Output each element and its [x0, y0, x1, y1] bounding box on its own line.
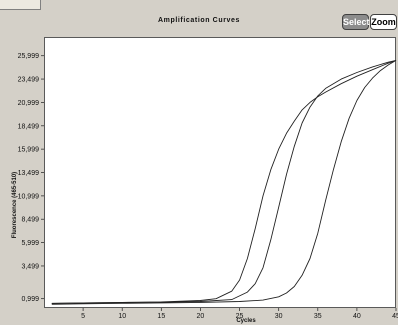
y-tick-label: 10,999: [18, 193, 40, 200]
y-tick-label: 23,499: [18, 77, 40, 84]
y-axis: 0,999 3,499 5,999 8,499 10,999 13,499 15,999 18…: [18, 53, 44, 303]
curves-group: [51, 59, 397, 305]
x-tick-label: 45: [392, 313, 398, 320]
x-tick-label: 15: [157, 313, 165, 320]
x-tick-label: 10: [118, 313, 126, 320]
x-axis-label: Cycles: [236, 318, 256, 324]
amplification-curve-3: [51, 60, 397, 305]
y-tick-label: 0,999: [21, 296, 39, 303]
x-tick-label: 20: [197, 313, 205, 320]
y-tick-label: 18,499: [18, 123, 40, 130]
y-axis-label: Fluorescence (465-510): [12, 172, 18, 238]
window-tab-stub: [0, 0, 41, 10]
x-tick-label: 40: [353, 313, 361, 320]
zoom-button[interactable]: Zoom: [370, 14, 397, 30]
y-tick-label: 13,499: [18, 170, 40, 177]
x-tick-label: 5: [81, 313, 85, 320]
plot-area: [44, 37, 396, 308]
y-tick-label: 3,499: [21, 263, 39, 270]
amplification-curve-2: [51, 59, 397, 304]
x-axis: 5 10 15 20 25 30 35 40 45: [81, 308, 398, 320]
y-tick-label: 8,499: [21, 217, 39, 224]
y-tick-label: 20,999: [18, 100, 40, 107]
chart-title: Amplification Curves: [157, 17, 240, 24]
x-tick-label: 25: [236, 313, 244, 320]
x-tick-label: 30: [275, 313, 283, 320]
y-tick-label: 25,999: [18, 53, 40, 60]
amplification-curve-1: [51, 59, 397, 304]
x-tick-label: 35: [314, 313, 322, 320]
y-tick-label: 15,999: [18, 147, 40, 154]
select-button[interactable]: Select: [342, 14, 370, 30]
y-tick-label: 5,999: [21, 240, 39, 247]
